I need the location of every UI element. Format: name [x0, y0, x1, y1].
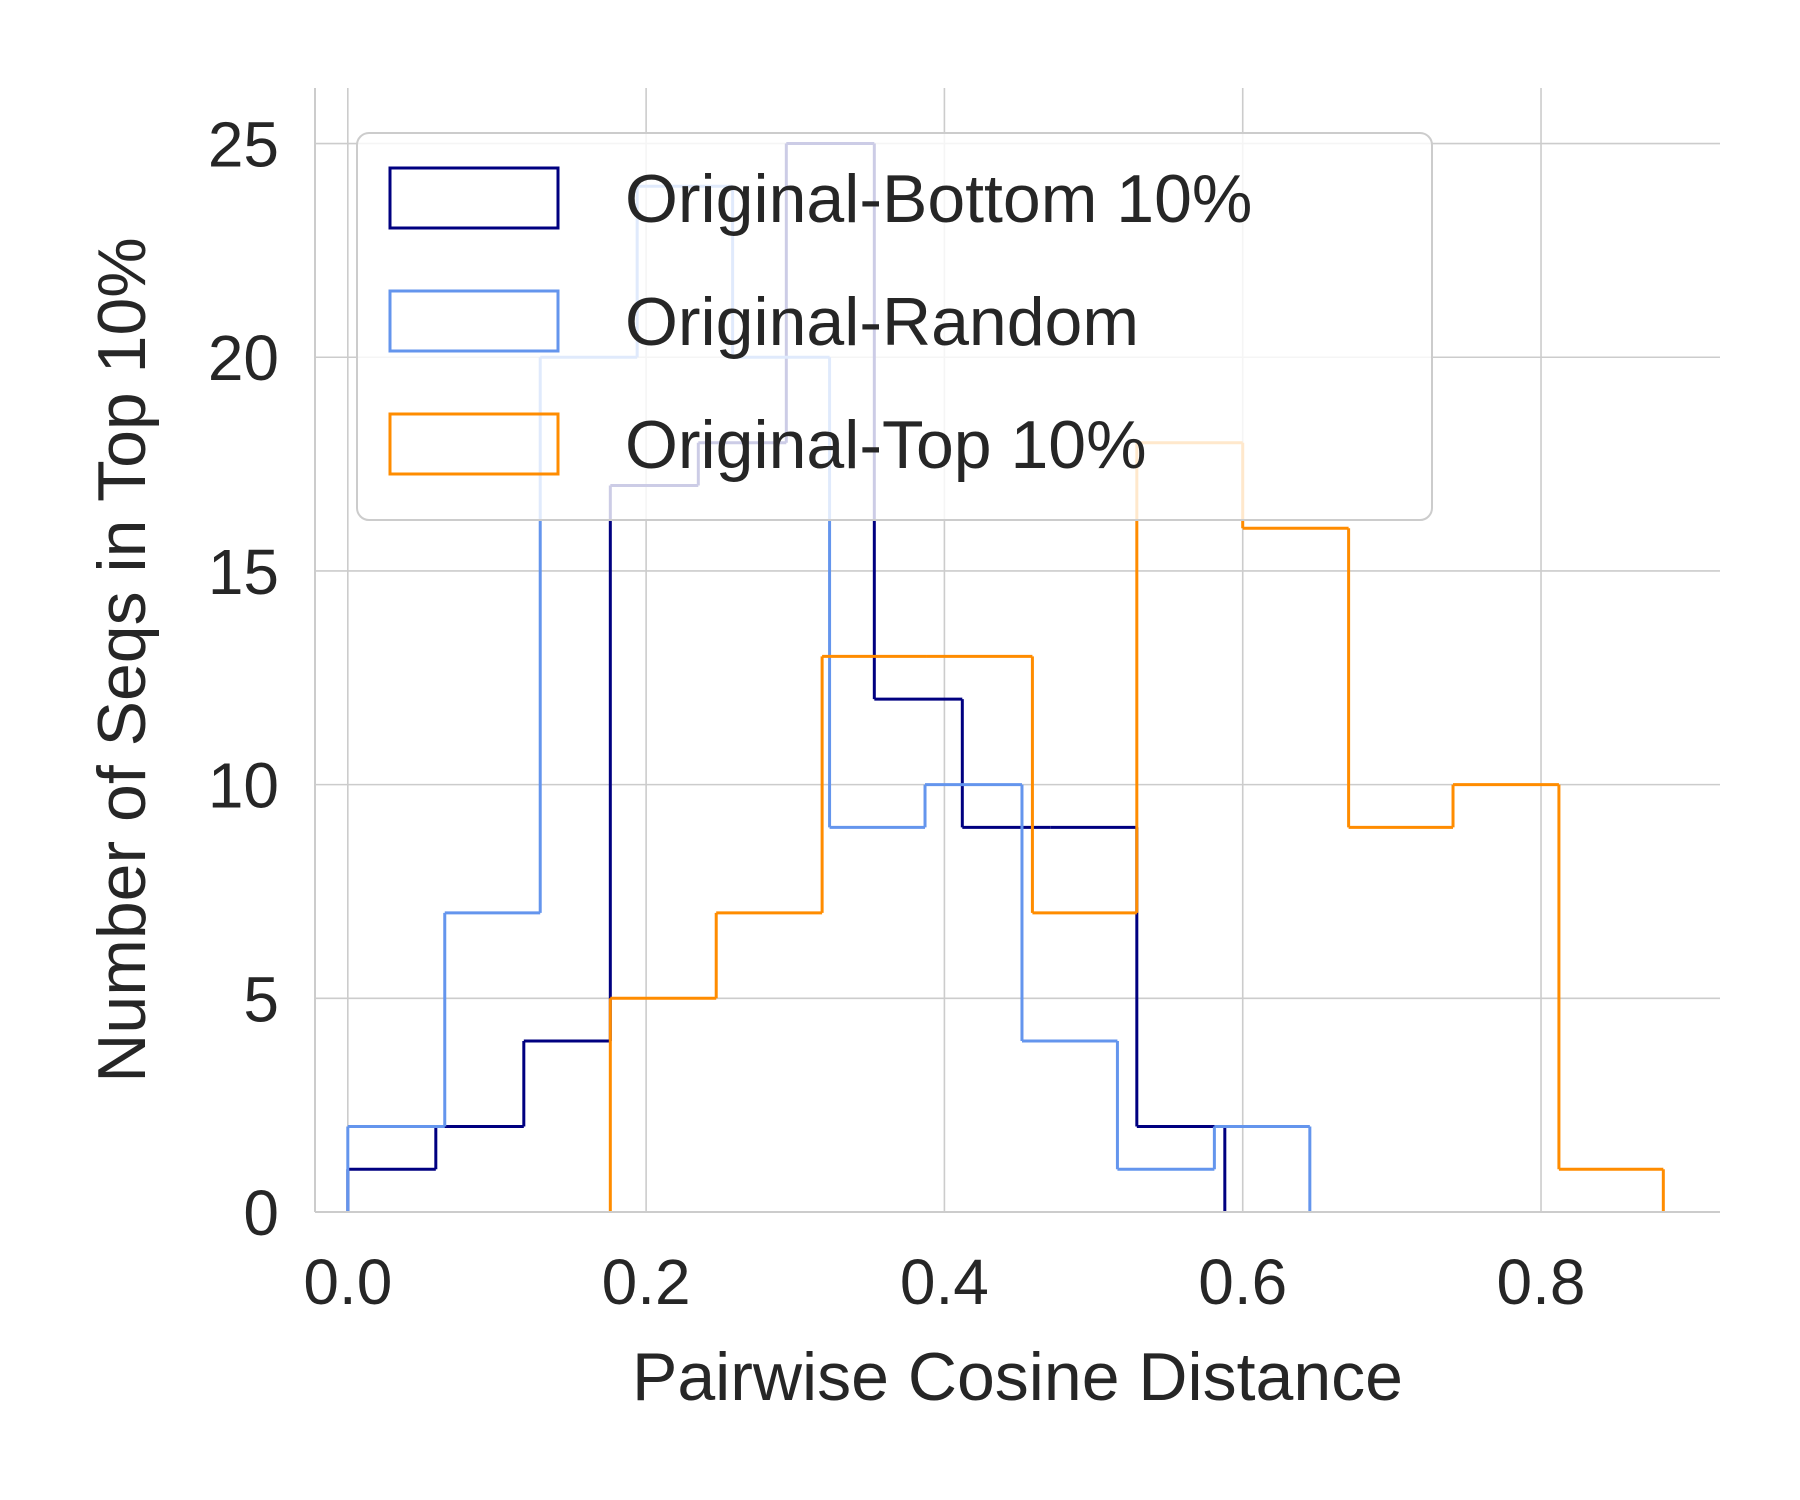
x-tick-label-3: 0.6	[1198, 1246, 1287, 1318]
legend-swatch-1	[388, 289, 560, 353]
y-tick-label-3: 15	[208, 536, 279, 608]
axes	[314, 88, 1720, 1213]
y-tick-label-4: 20	[208, 322, 279, 394]
y-tick-label-0: 0	[243, 1177, 279, 1249]
y-axis-label: Number of Seqs in Top 10%	[84, 237, 160, 1082]
x-tick-labels: 0.0 0.2 0.4 0.6 0.8	[303, 1246, 1585, 1318]
x-tick-label-1: 0.2	[602, 1246, 691, 1318]
series-2	[608, 441, 1665, 1212]
y-tick-label-2: 10	[208, 750, 279, 822]
legend-box	[356, 132, 1433, 521]
y-tick-labels: 0 5 10 15 20 25	[208, 109, 279, 1249]
legend-swatch-2	[388, 412, 560, 476]
legend-swatch-0	[388, 166, 560, 230]
x-tick-label-0: 0.0	[303, 1246, 392, 1318]
legend: Original-Bottom 10% Original-Random Origin…	[356, 132, 1433, 521]
y-tick-label-1: 5	[243, 963, 279, 1035]
legend-label-0: Original-Bottom 10%	[625, 161, 1252, 237]
legend-label-1: Original-Random	[625, 284, 1139, 360]
legend-label-2: Original-Top 10%	[625, 407, 1147, 483]
x-tick-label-4: 0.8	[1497, 1246, 1586, 1318]
y-tick-label-5: 25	[208, 109, 279, 181]
x-tick-label-2: 0.4	[900, 1246, 989, 1318]
x-axis-label: Pairwise Cosine Distance	[632, 1339, 1403, 1415]
